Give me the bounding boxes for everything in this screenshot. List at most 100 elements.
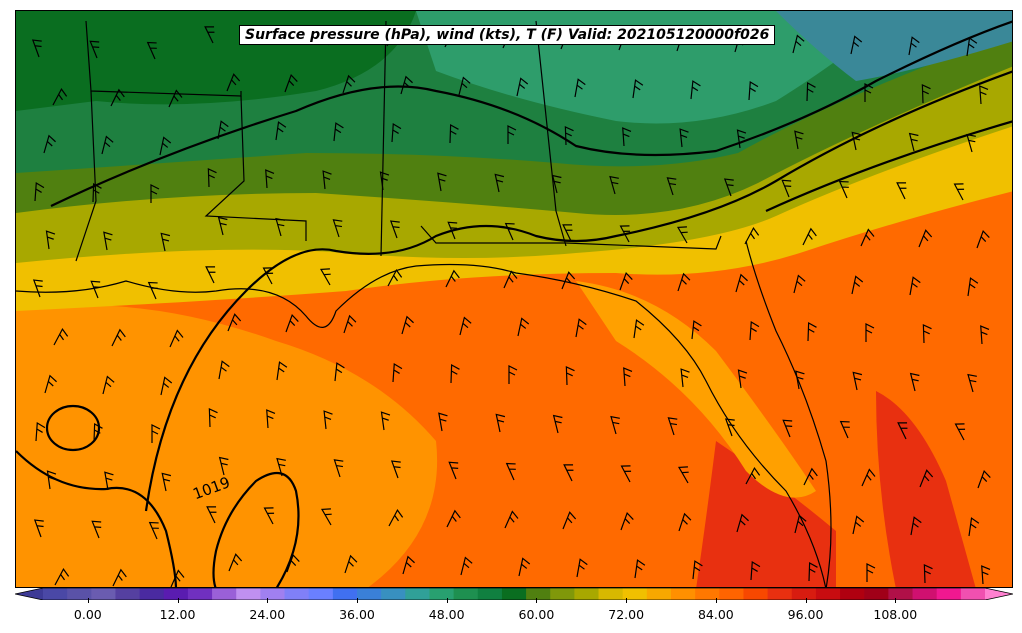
- wind-barb: [227, 313, 242, 332]
- colorbar-tick: [267, 598, 269, 603]
- wind-barb: [508, 365, 518, 384]
- wind-barb: [802, 227, 817, 246]
- wind-barb: [980, 325, 990, 345]
- wind-barb: [32, 279, 43, 298]
- wind-barb: [896, 182, 907, 200]
- wind-barb: [342, 74, 356, 94]
- wind-barb: [460, 556, 473, 576]
- wind-barb: [782, 419, 793, 438]
- wind-barb: [148, 521, 159, 540]
- wind-barb: [266, 409, 276, 429]
- isobar-line: [144, 70, 1012, 512]
- wind-barb: [226, 73, 241, 92]
- temperature-lightgreen-band: [16, 31, 1012, 215]
- wind-barb: [323, 410, 333, 430]
- wind-barb: [400, 75, 413, 95]
- temperature-map: 1019: [16, 11, 1012, 587]
- wind-barb: [459, 316, 472, 336]
- wind-barb: [977, 469, 991, 489]
- wind-barb: [111, 328, 126, 347]
- wind-barb: [275, 217, 285, 237]
- wind-barb: [446, 509, 461, 528]
- colorbar-segment: [840, 588, 865, 600]
- wind-barb: [610, 415, 620, 435]
- wind-barb: [781, 179, 792, 198]
- isobar-line: [212, 471, 300, 587]
- wind-barb: [562, 511, 577, 530]
- wind-barb: [504, 510, 519, 529]
- wind-barb: [748, 81, 759, 101]
- colorbar-segment: [357, 588, 382, 600]
- wind-barb: [276, 361, 288, 381]
- colorbar-segment: [912, 588, 938, 600]
- wind-barb: [104, 471, 114, 491]
- wind-barb: [564, 126, 574, 146]
- wind-barb: [966, 37, 978, 57]
- colorbar-segment: [550, 588, 575, 600]
- wind-barb: [922, 324, 932, 344]
- wind-barb: [320, 508, 332, 526]
- isobar-line: [16, 450, 178, 587]
- wind-barb: [333, 459, 344, 478]
- wind-barb: [505, 462, 516, 481]
- colorbar-segment: [719, 588, 745, 600]
- wind-barb: [677, 466, 689, 484]
- wind-barb: [43, 134, 56, 154]
- wind-barb: [504, 222, 515, 241]
- wind-barb: [792, 34, 805, 54]
- wind-barb: [263, 507, 275, 525]
- colorbar-tick-label: 12.00: [159, 607, 196, 622]
- colorbar-tick: [446, 598, 448, 603]
- wind-barb: [861, 468, 876, 487]
- map-panel: 1019 Surface pressure (hPa), wind (kts),…: [15, 10, 1013, 588]
- wind-barb: [275, 121, 287, 141]
- wind-barb: [332, 219, 343, 238]
- wind-barb: [91, 520, 102, 539]
- wind-barb: [923, 564, 933, 584]
- colorbar-tick-label: 24.00: [249, 607, 286, 622]
- colorbar-tick-label: 60.00: [518, 607, 555, 622]
- wind-barb: [620, 465, 632, 483]
- wind-barb: [794, 514, 807, 534]
- wind-barb: [953, 183, 965, 201]
- wind-barb: [634, 559, 646, 579]
- wind-barb: [910, 516, 922, 536]
- colorbar-segment: [477, 588, 503, 600]
- colorbar-segment: [646, 588, 672, 600]
- wind-barb: [736, 129, 747, 149]
- colorbar-segment: [91, 588, 117, 600]
- colorbar-max-extend: [985, 588, 1013, 600]
- colorbar-segment: [501, 588, 527, 600]
- wind-barb: [692, 560, 703, 580]
- wind-barb: [151, 424, 161, 443]
- wind-barb: [808, 562, 818, 582]
- wind-barb: [437, 172, 447, 192]
- wind-barb: [897, 422, 908, 440]
- temperature-blueteal-region: [776, 11, 1012, 81]
- wind-barb: [690, 80, 701, 100]
- wind-barb: [864, 83, 874, 102]
- colorbar-segment: [163, 588, 189, 600]
- wind-barb: [619, 225, 631, 243]
- wind-barb: [495, 413, 506, 433]
- colorbar-segment: [260, 588, 286, 600]
- wind-barb: [623, 367, 633, 387]
- wind-barb: [217, 120, 229, 140]
- temperature-hot-region-east: [876, 391, 976, 587]
- wind-barb: [795, 370, 805, 390]
- border-line: [204, 95, 307, 241]
- wind-barb: [803, 467, 818, 486]
- colorbar-segment: [139, 588, 165, 600]
- wind-barb: [45, 230, 56, 250]
- colorbar-segment: [743, 588, 769, 600]
- colorbar-tick-label: 108.00: [873, 607, 918, 622]
- border-line: [420, 225, 722, 250]
- wind-barb: [806, 82, 816, 102]
- wind-barb: [265, 169, 275, 189]
- wind-barb: [53, 327, 69, 346]
- wind-barb: [563, 464, 574, 482]
- wind-barb: [205, 266, 216, 284]
- wind-barb: [169, 329, 184, 348]
- colorbar-segment: [405, 588, 431, 600]
- colorbar-tick: [177, 598, 179, 603]
